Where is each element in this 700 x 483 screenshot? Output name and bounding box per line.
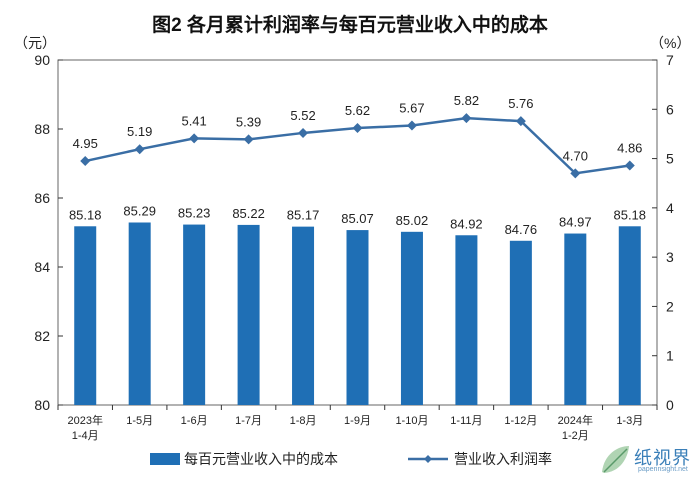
chart-title: 图2 各月累计利润率与每百元营业收入中的成本 (152, 15, 548, 36)
bar-data-label: 85.29 (123, 203, 156, 218)
right-axis-tick-label: 1 (666, 348, 674, 364)
line-data-label: 5.19 (127, 124, 152, 139)
bar (509, 240, 532, 405)
right-axis-tick-label: 4 (666, 200, 674, 216)
right-axis-tick-label: 2 (666, 298, 674, 314)
left-axis-tick-label: 86 (34, 190, 50, 206)
line-data-label: 5.62 (345, 103, 370, 118)
right-axis-unit: （%） (650, 35, 691, 51)
x-axis-category-label: 1-12月 (504, 415, 537, 427)
line-point (624, 160, 635, 171)
left-axis-tick-label: 80 (34, 397, 50, 413)
left-axis-tick-label: 82 (34, 328, 50, 344)
legend-bar-swatch (150, 453, 180, 465)
right-axis-tick-label: 0 (666, 397, 674, 413)
bar-data-label: 84.97 (559, 215, 592, 230)
right-axis-tick-label: 3 (666, 249, 674, 265)
x-axis-category-label: 1-3月 (616, 415, 643, 427)
left-axis-tick-label: 84 (34, 259, 50, 275)
bar (292, 226, 315, 405)
bar-data-label: 84.76 (505, 222, 538, 237)
watermark-logo: 纸视界 paperinsight.net (598, 440, 698, 480)
right-axis-tick-label: 7 (666, 52, 674, 68)
line-point (80, 156, 91, 167)
line-data-label: 4.86 (617, 140, 642, 155)
line-point (298, 127, 309, 138)
legend-bar-label: 每百元营业收入中的成本 (184, 451, 338, 467)
bar (346, 230, 369, 405)
x-axis-category-label: 2024年 (558, 413, 593, 427)
bar-data-label: 85.18 (613, 207, 646, 222)
x-axis-category-label: 2023年 (67, 413, 102, 427)
line-point (570, 168, 581, 179)
watermark-subtext: paperinsight.net (638, 466, 688, 473)
bar (183, 224, 206, 405)
line-point (461, 113, 472, 124)
bar-data-label: 85.02 (396, 213, 429, 228)
x-axis-category-label: 1-4月 (72, 430, 99, 442)
x-axis-category-label: 1-9月 (344, 415, 371, 427)
x-axis-category-label: 1-8月 (290, 415, 317, 427)
bar (564, 233, 587, 405)
leaf-icon (602, 446, 629, 473)
left-axis-tick-label: 90 (34, 52, 50, 68)
bar-data-label: 85.07 (341, 211, 374, 226)
legend-line-label: 营业收入利润率 (454, 451, 552, 467)
right-axis-tick-label: 6 (666, 101, 674, 117)
x-axis-category-label: 1-10月 (395, 415, 428, 427)
line-data-label: 5.39 (236, 114, 261, 129)
bar-data-label: 85.22 (232, 206, 265, 221)
x-axis-category-label: 1-7月 (235, 415, 262, 427)
line-point (134, 144, 145, 155)
line-data-label: 5.67 (399, 101, 424, 116)
bar (74, 226, 97, 405)
line-point (189, 133, 200, 144)
line-point (515, 116, 526, 127)
watermark-text: 纸视界 (634, 448, 691, 469)
line-point (352, 123, 363, 134)
bar-data-label: 84.92 (450, 216, 483, 231)
x-axis-category-label: 1-2月 (562, 430, 589, 442)
line-data-label: 5.76 (508, 96, 533, 111)
right-axis-tick-label: 5 (666, 151, 674, 167)
x-axis-category-label: 1-11月 (450, 415, 482, 427)
x-axis-category-label: 1-6月 (181, 415, 208, 427)
line-data-label: 5.52 (290, 108, 315, 123)
line-data-label: 5.41 (181, 113, 206, 128)
legend-line-marker (424, 455, 432, 463)
left-axis-tick-label: 88 (34, 121, 50, 137)
bar-data-label: 85.23 (178, 206, 211, 221)
x-axis-category-label: 1-5月 (126, 415, 153, 427)
line-point (243, 134, 254, 145)
line-data-label: 4.95 (73, 136, 98, 151)
left-axis-unit: （元） (14, 35, 56, 51)
bar (128, 222, 151, 405)
bar (400, 231, 423, 405)
bar (455, 235, 478, 405)
line-point (406, 120, 417, 131)
bar-data-label: 85.18 (69, 207, 102, 222)
line-data-label: 4.70 (563, 148, 588, 163)
line-data-label: 5.82 (454, 93, 479, 108)
bar (618, 226, 641, 405)
bar (237, 224, 260, 405)
bar-data-label: 85.17 (287, 208, 320, 223)
